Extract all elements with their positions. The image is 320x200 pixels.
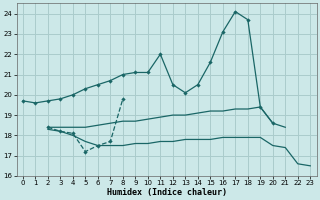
X-axis label: Humidex (Indice chaleur): Humidex (Indice chaleur) bbox=[107, 188, 227, 197]
